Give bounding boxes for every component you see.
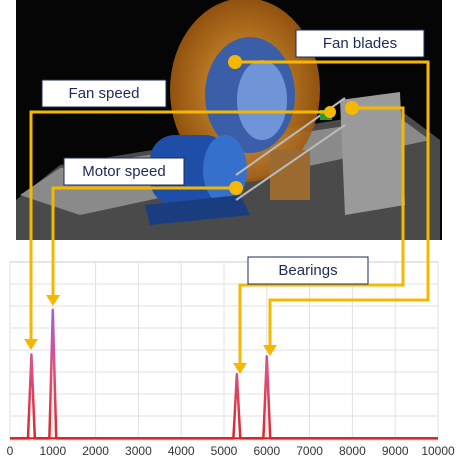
arrow xyxy=(29,110,330,342)
x-tick-label: 8000 xyxy=(339,444,366,458)
x-tick-label: 7000 xyxy=(296,444,323,458)
annotation: Bearings xyxy=(278,262,337,279)
plot xyxy=(10,308,438,440)
arrow xyxy=(51,186,236,298)
arrowhead xyxy=(46,295,60,306)
x-tick-label: 9000 xyxy=(382,444,409,458)
label-box xyxy=(63,157,185,186)
x-tick-label: 2000 xyxy=(82,444,109,458)
x-tick-label: 4000 xyxy=(168,444,195,458)
x-tick-label: 5000 xyxy=(211,444,238,458)
arrow xyxy=(235,60,430,348)
arrowhead xyxy=(24,339,38,350)
arrows xyxy=(24,55,430,374)
arrowhead xyxy=(263,345,277,356)
x-axis: 0 1000 2000 3000 4000 5000 6000 7000 8000 9000 100… xyxy=(7,444,455,458)
arrow xyxy=(238,106,405,366)
label-box xyxy=(247,256,369,285)
label-box xyxy=(295,29,425,58)
arrowhead xyxy=(233,363,247,374)
x-tick-label: 10000 xyxy=(421,444,455,458)
annotation: Fan blades xyxy=(323,35,397,52)
annotation: Fan speed xyxy=(69,85,140,102)
annotation: Motor speed xyxy=(82,163,165,180)
label-box xyxy=(41,79,167,108)
x-tick-label: 6000 xyxy=(253,444,280,458)
x-tick-label: 3000 xyxy=(125,444,152,458)
x-tick-label: 1000 xyxy=(39,444,66,458)
x-tick-label: 0 xyxy=(7,444,14,458)
